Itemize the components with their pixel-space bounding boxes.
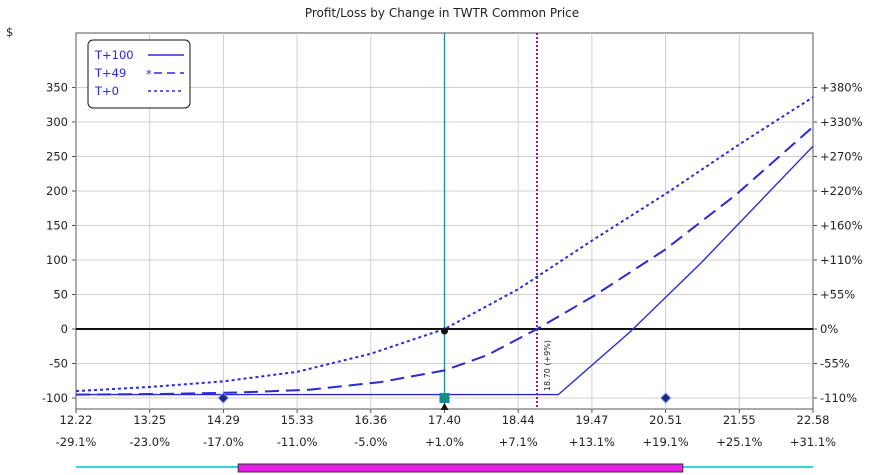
y-tick-label: 300 <box>46 115 68 129</box>
current-price-dot-marker <box>441 327 448 335</box>
y-right-tick-label: +55% <box>820 288 855 302</box>
chart-title: Profit/Loss by Change in TWTR Common Pri… <box>305 6 579 20</box>
range-bar <box>76 463 813 473</box>
x-tick-label: 17.40 <box>428 413 461 427</box>
x-pct-tick-label: -5.0% <box>354 435 387 449</box>
y-right-tick-label: +160% <box>820 219 863 233</box>
x-pct-tick-label: -17.0% <box>203 435 244 449</box>
legend-mark: * <box>146 67 152 81</box>
legend-label: T+49 <box>94 66 126 80</box>
current-price-triangle-marker <box>440 403 449 410</box>
y-right-tick-label: +380% <box>820 81 863 95</box>
series-lines <box>75 96 814 396</box>
strike-diamond-marker <box>217 392 229 404</box>
y-tick-label: -100 <box>42 391 68 405</box>
y-right-tick-label: -110% <box>820 391 857 405</box>
series-line-t49 <box>75 126 814 396</box>
y-tick-label: 100 <box>46 253 68 267</box>
x-tick-label: 18.44 <box>502 413 535 427</box>
y-right-tick-label: +110% <box>820 253 863 267</box>
x-tick-label: 14.29 <box>207 413 240 427</box>
x-pct-tick-label: +19.1% <box>643 435 689 449</box>
y-tick-label: 200 <box>46 184 68 198</box>
series-line-t0 <box>75 96 814 393</box>
x-pct-tick-label: -23.0% <box>129 435 170 449</box>
y-right-tick-label: +220% <box>820 184 863 198</box>
x-pct-tick-label: -29.1% <box>56 435 97 449</box>
x-tick-label: 15.33 <box>281 413 314 427</box>
x-tick-label: 21.55 <box>723 413 756 427</box>
y-tick-label: 50 <box>53 288 68 302</box>
y-right-tick-label: +270% <box>820 150 863 164</box>
y-tick-label: 350 <box>46 81 68 95</box>
x-pct-tick-label: -11.0% <box>277 435 318 449</box>
x-pct-tick-label: +13.1% <box>569 435 615 449</box>
legend: T+100 T+49 * T+0 <box>87 39 191 109</box>
legend-label: T+100 <box>94 48 134 62</box>
y-right-tick-label: -55% <box>820 357 850 371</box>
x-tick-label: 12.22 <box>60 413 93 427</box>
legend-box <box>87 39 191 109</box>
y-tick-label: -50 <box>49 357 68 371</box>
x-pct-tick-label: +7.1% <box>499 435 538 449</box>
y-tick-label: 250 <box>46 150 68 164</box>
x-pct-tick-label: +25.1% <box>716 435 762 449</box>
strike-diamond-marker <box>660 392 672 404</box>
x-tick-label: 13.25 <box>133 413 166 427</box>
y-tick-label: 150 <box>46 219 68 233</box>
legend-label: T+0 <box>94 84 119 98</box>
x-tick-label: 20.51 <box>649 413 682 427</box>
y-tick-label: 0 <box>61 322 68 336</box>
x-tick-label: 22.58 <box>797 413 830 427</box>
x-tick-label: 16.36 <box>354 413 387 427</box>
x-pct-tick-label: +1.0% <box>425 435 464 449</box>
y-axis-unit-label: $ <box>6 25 13 39</box>
series-line-t100 <box>76 145 814 396</box>
axis-labels: 12.22 -29.1% 13.25 -23.0% 14.29 -17.0% 15.33 -1… <box>42 81 863 450</box>
x-pct-tick-label: +31.1% <box>790 435 836 449</box>
range-bar-highlight <box>237 463 684 473</box>
y-right-tick-label: 0% <box>820 322 838 336</box>
breakeven-label: 18.70 (+9%) <box>543 340 552 391</box>
x-tick-label: 19.47 <box>575 413 608 427</box>
y-right-tick-label: +330% <box>820 115 863 129</box>
markers <box>217 327 672 410</box>
current-price-square-marker <box>439 393 450 403</box>
